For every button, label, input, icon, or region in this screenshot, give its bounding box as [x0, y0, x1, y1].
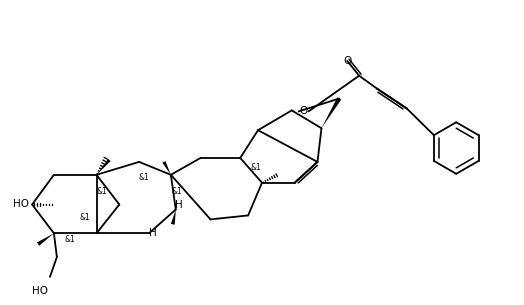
Text: H: H — [175, 199, 183, 210]
Text: &1: &1 — [250, 163, 261, 172]
Polygon shape — [96, 159, 111, 175]
Text: O: O — [300, 106, 308, 117]
Text: H: H — [149, 228, 157, 238]
Text: HO: HO — [13, 199, 29, 209]
Text: O: O — [343, 56, 351, 66]
Polygon shape — [321, 97, 341, 128]
Text: &1: &1 — [96, 187, 107, 196]
Polygon shape — [171, 210, 176, 225]
Text: &1: &1 — [171, 187, 182, 196]
Text: &1: &1 — [64, 235, 75, 244]
Polygon shape — [162, 161, 171, 175]
Polygon shape — [37, 233, 54, 246]
Text: &1: &1 — [79, 213, 90, 222]
Text: HO: HO — [32, 286, 48, 296]
Text: &1: &1 — [139, 173, 149, 182]
